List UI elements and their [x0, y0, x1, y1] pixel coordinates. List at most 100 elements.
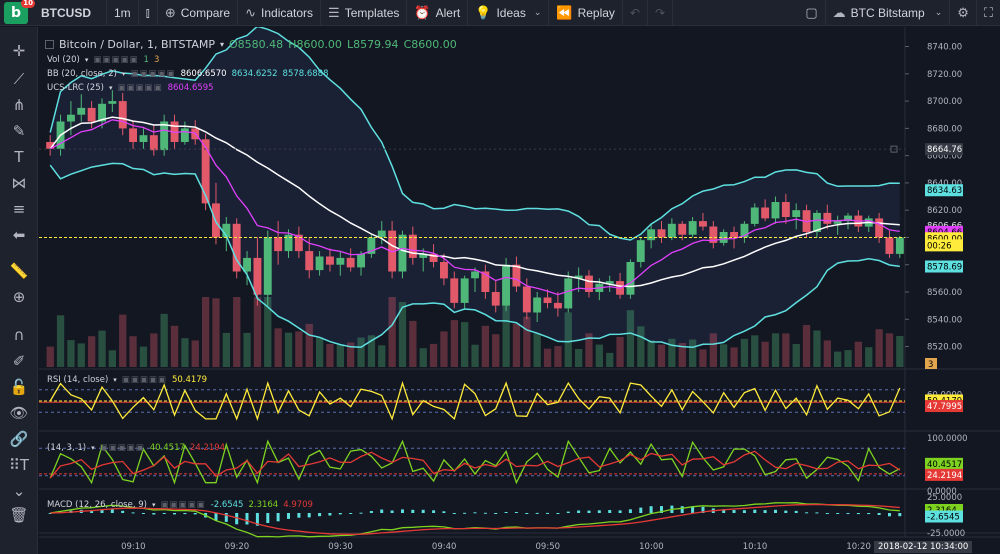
candle-body[interactable]	[626, 262, 635, 295]
candle-body[interactable]	[98, 103, 106, 122]
pattern-tool-button[interactable]: ⋈	[0, 171, 38, 195]
candle-body[interactable]	[554, 302, 562, 309]
candle-body[interactable]	[419, 253, 428, 258]
add-alert-marker[interactable]	[890, 145, 898, 153]
layout-button[interactable]: ▢	[798, 0, 826, 26]
candle-body[interactable]	[895, 237, 904, 254]
candle-body[interactable]	[149, 135, 158, 151]
replay-button[interactable]: ⏪ Replay	[549, 0, 623, 26]
candle-body[interactable]	[222, 223, 231, 238]
pitchfork-tool-button[interactable]: ⋔	[0, 93, 38, 117]
symbol-title[interactable]: Bitcoin / Dollar, 1, BITSTAMP	[59, 38, 215, 51]
candle-body[interactable]	[636, 240, 645, 262]
candle-body[interactable]	[408, 234, 417, 258]
candle-body[interactable]	[284, 234, 293, 252]
candle-body[interactable]	[180, 128, 189, 142]
indicators-button[interactable]: ∿ Indicators	[238, 0, 322, 26]
undo-button[interactable]: ↶	[623, 0, 648, 26]
compare-button[interactable]: ⊕ Compare	[158, 0, 239, 26]
candle-body[interactable]	[533, 297, 542, 313]
brush-tool-button[interactable]: ✎	[0, 119, 38, 143]
candle-body[interactable]	[326, 256, 334, 265]
candle-body[interactable]	[357, 253, 365, 268]
candle-body[interactable]	[740, 223, 749, 238]
candle-body[interactable]	[253, 257, 262, 295]
interval-button[interactable]: 1m	[107, 0, 139, 26]
candle-body[interactable]	[844, 215, 852, 222]
candle-body[interactable]	[875, 218, 884, 238]
rsi-legend[interactable]: RSI (14, close) ▾ ▣▣▣▣▣ 50.4179	[47, 375, 207, 385]
candle-body[interactable]	[823, 212, 832, 224]
logo-icon[interactable]: b 10	[4, 0, 35, 24]
candle-body[interactable]	[398, 234, 407, 272]
candle-body[interactable]	[67, 114, 75, 122]
candle-body[interactable]	[108, 101, 117, 104]
candle-body[interactable]	[761, 207, 770, 219]
lock-drawings-button[interactable]: 🔓	[0, 375, 38, 399]
chevron-down-icon[interactable]: ▾	[220, 40, 225, 49]
candle-body[interactable]	[46, 142, 55, 149]
symbol-search-button[interactable]: BTCUSD	[34, 0, 107, 26]
stay-drawing-button[interactable]: ✐	[0, 349, 38, 373]
chart-canvas[interactable]: 8740.00 8720.00 8700.00 8680.00 8660.00 8640.…	[39, 27, 1000, 554]
candle-body[interactable]	[243, 257, 251, 272]
candle-body[interactable]	[201, 139, 210, 204]
candle-body[interactable]	[781, 202, 790, 217]
back-tool-button[interactable]: ⬅	[0, 223, 38, 247]
candle-body[interactable]	[118, 101, 127, 129]
link-tool-button[interactable]: 🔗	[0, 427, 38, 451]
candle-body[interactable]	[585, 275, 593, 292]
lrc-legend[interactable]: UCS-LRC (25) ▾ ▣▣▣▣▣ 8604.6595	[47, 83, 214, 93]
candle-body[interactable]	[657, 229, 666, 238]
candle-body[interactable]	[336, 257, 345, 265]
stoch-legend[interactable]: (14, 3, 1) ▾ ▣▣▣▣▣ 40.4517 24.2194	[47, 443, 225, 453]
ideas-button[interactable]: 💡 Ideas ⌄	[468, 0, 550, 26]
bb-legend[interactable]: BB (20, close, 2) ▾ ▣▣▣▣▣ 8606.6570 8634.…	[47, 69, 329, 79]
candle-body[interactable]	[543, 297, 552, 304]
drag-handle[interactable]: ⠿T	[0, 453, 38, 477]
candle-body[interactable]	[750, 207, 759, 224]
hide-drawings-button[interactable]: 👁	[0, 401, 38, 425]
candle-body[interactable]	[305, 251, 314, 271]
magnet-tool-button[interactable]: ∩	[0, 323, 38, 347]
candle-body[interactable]	[160, 121, 169, 151]
candle-body[interactable]	[688, 221, 697, 235]
candle-body[interactable]	[440, 262, 448, 279]
candle-body[interactable]	[709, 226, 718, 243]
collapse-icon[interactable]	[45, 40, 54, 49]
candle-body[interactable]	[429, 253, 438, 262]
candle-body[interactable]	[833, 221, 842, 224]
candle-body[interactable]	[232, 223, 241, 272]
datasource-button[interactable]: ☁ BTC Bitstamp ⌄	[826, 0, 951, 26]
candle-body[interactable]	[512, 264, 521, 287]
candle-body[interactable]	[377, 230, 386, 238]
candle-body[interactable]	[263, 237, 272, 295]
candle-body[interactable]	[699, 221, 707, 227]
alert-button[interactable]: ⏰ Alert	[407, 0, 469, 26]
candle-body[interactable]	[564, 278, 573, 309]
candle-body[interactable]	[647, 229, 656, 241]
candle-body[interactable]	[574, 275, 583, 279]
chart-area[interactable]: 8740.00 8720.00 8700.00 8680.00 8660.00 8640.…	[39, 27, 1000, 554]
candle-body[interactable]	[481, 271, 490, 293]
candle-body[interactable]	[771, 202, 780, 219]
candle-body[interactable]	[678, 223, 687, 235]
candle-body[interactable]	[460, 278, 469, 303]
candle-body[interactable]	[813, 212, 821, 232]
candle-body[interactable]	[450, 278, 459, 303]
vol-legend[interactable]: Vol (20) ▾ ▣▣▣▣▣ 1 3	[47, 55, 159, 65]
favorites-button[interactable]: ⌄	[0, 479, 38, 503]
candle-body[interactable]	[139, 135, 148, 142]
delete-drawings-button[interactable]: 🗑	[0, 503, 38, 527]
candle-body[interactable]	[388, 230, 397, 272]
fullscreen-button[interactable]: ⛶	[977, 0, 1000, 26]
zoom-tool-button[interactable]: ⊕	[0, 285, 38, 309]
candle-body[interactable]	[367, 237, 376, 254]
chart-style-button[interactable]: ⫾	[139, 0, 158, 26]
candle-body[interactable]	[315, 256, 324, 271]
text-tool-button[interactable]: T	[0, 145, 38, 169]
candle-body[interactable]	[491, 292, 500, 306]
candle-body[interactable]	[792, 210, 801, 217]
macd-legend[interactable]: MACD (12, 26, close, 9) ▾ ▣▣▣▣▣ -2.6545 2…	[47, 500, 313, 510]
candle-body[interactable]	[667, 223, 676, 238]
